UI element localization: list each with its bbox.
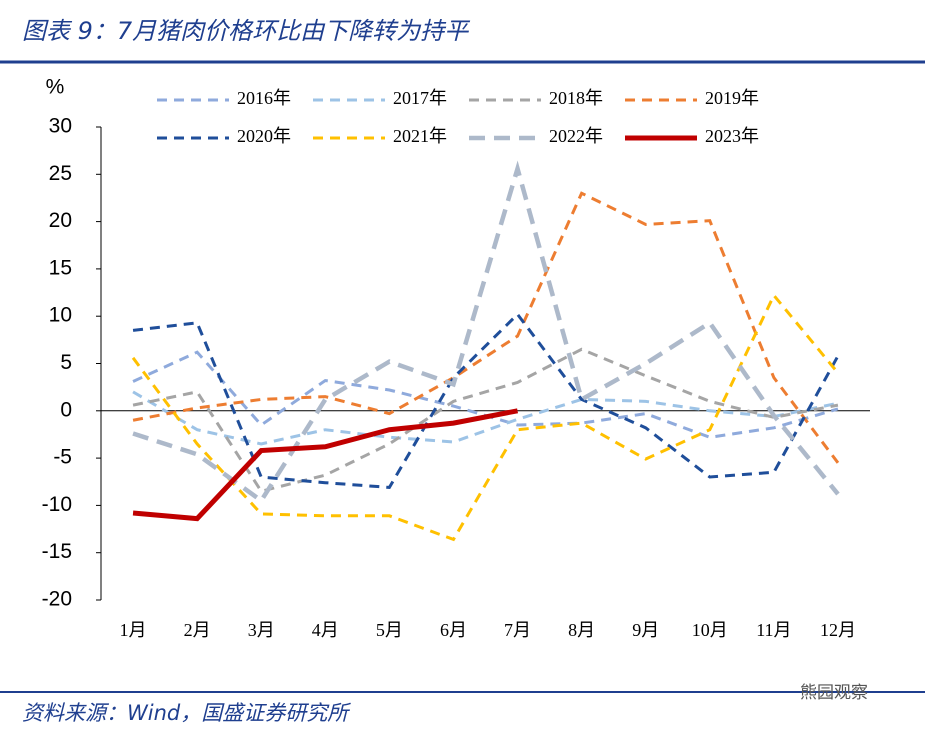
x-tick-label: 3月 xyxy=(248,620,275,640)
y-tick-label: 10 xyxy=(49,304,72,327)
x-tick-label: 10月 xyxy=(692,620,728,640)
y-tick-label: -20 xyxy=(42,588,72,611)
y-tick-label: 0 xyxy=(60,398,72,421)
legend-label: 2023年 xyxy=(705,126,759,146)
y-tick-label: 25 xyxy=(49,162,72,185)
x-tick-label: 12月 xyxy=(820,620,856,640)
legend-label: 2017年 xyxy=(393,88,447,108)
legend-label: 2021年 xyxy=(393,126,447,146)
y-tick-label: 30 xyxy=(49,115,72,138)
series-line xyxy=(132,347,839,493)
x-tick-label: 5月 xyxy=(376,620,403,640)
y-tick-label: -10 xyxy=(42,493,72,516)
x-tick-label: 8月 xyxy=(568,620,595,640)
y-tick-label: 5 xyxy=(60,351,72,374)
y-tick-label: -5 xyxy=(53,446,72,469)
chart-title: 图表 9：7月猪肉价格环比由下降转为持平 xyxy=(22,17,471,45)
series-line xyxy=(132,408,519,522)
series-line xyxy=(132,160,840,504)
x-tick-label: 9月 xyxy=(632,620,659,640)
x-tick-label: 2月 xyxy=(184,620,211,640)
x-tick-label: 6月 xyxy=(440,620,467,640)
legend-label: 2020年 xyxy=(237,126,291,146)
legend-label: 2019年 xyxy=(705,88,759,108)
y-tick-label: -15 xyxy=(42,540,72,563)
x-tick-label: 4月 xyxy=(312,620,339,640)
legend-label: 2018年 xyxy=(549,88,603,108)
y-tick-label: 15 xyxy=(49,256,72,279)
series-line xyxy=(132,191,840,464)
y-tick-label: 20 xyxy=(49,209,72,232)
series-line xyxy=(132,312,840,489)
watermark: 熊园观察 xyxy=(800,683,868,703)
legend-label: 2016年 xyxy=(237,88,291,108)
legend-label: 2022年 xyxy=(549,126,603,146)
source: 资料来源：Wind，国盛证券研究所 xyxy=(22,701,351,725)
y-axis-label: % xyxy=(46,76,65,99)
x-tick-label: 1月 xyxy=(120,620,147,640)
series-line xyxy=(131,292,840,542)
x-tick-label: 7月 xyxy=(504,620,531,640)
x-tick-label: 11月 xyxy=(756,620,791,640)
